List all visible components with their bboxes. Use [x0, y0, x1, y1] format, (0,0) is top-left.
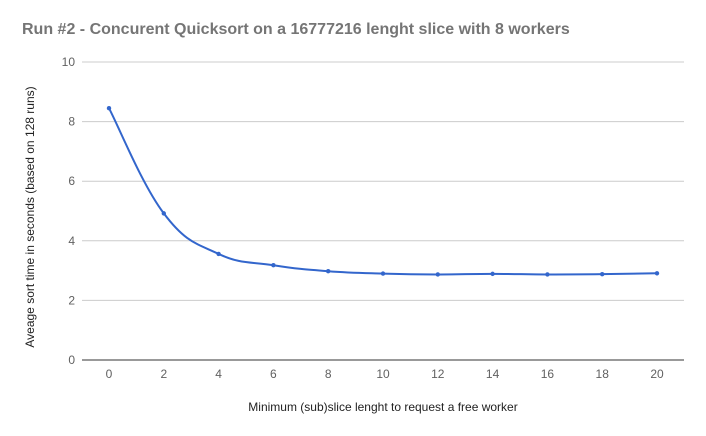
- x-tick-label: 12: [431, 367, 445, 381]
- x-tick-label: 6: [270, 367, 277, 381]
- x-tick-label: 18: [596, 367, 610, 381]
- data-point: [490, 271, 495, 277]
- data-point: [106, 105, 112, 111]
- data-point: [326, 268, 331, 274]
- y-tick-label: 4: [68, 234, 75, 248]
- x-tick-label: 20: [650, 367, 664, 381]
- y-tick-label: 10: [62, 55, 76, 69]
- gridlines: [82, 61, 684, 361]
- y-tick-label: 2: [68, 293, 75, 307]
- data-point: [161, 211, 166, 216]
- x-axis-title: Minimum (sub)slice lenght to request a f…: [248, 400, 517, 414]
- data-point: [654, 271, 660, 276]
- y-axis-ticks: 0 2 4 6 8 10: [62, 55, 76, 367]
- data-point: [216, 251, 221, 257]
- y-axis-title: Aveage sort time in seconds (based on 12…: [23, 86, 37, 347]
- data-points: [106, 105, 660, 277]
- series-line: [108, 107, 658, 276]
- x-tick-label: 10: [376, 367, 390, 381]
- x-axis-ticks: 0 2 4 6 8 10 12 14 16 18 20: [106, 367, 664, 381]
- chart-title: Run #2 - Concurent Quicksort on a 167772…: [22, 21, 570, 38]
- x-tick-label: 8: [325, 367, 332, 381]
- x-tick-label: 16: [541, 367, 555, 381]
- x-tick-label: 14: [486, 367, 500, 381]
- data-point: [435, 272, 440, 277]
- data-point: [271, 263, 276, 268]
- y-tick-label: 6: [68, 174, 75, 188]
- data-point: [380, 271, 386, 276]
- data-point: [600, 271, 605, 277]
- x-tick-label: 2: [160, 367, 167, 381]
- y-tick-label: 8: [68, 115, 75, 129]
- data-point: [545, 272, 550, 277]
- x-tick-label: 4: [215, 367, 222, 381]
- y-tick-label: 0: [68, 353, 75, 367]
- x-tick-label: 0: [106, 367, 113, 381]
